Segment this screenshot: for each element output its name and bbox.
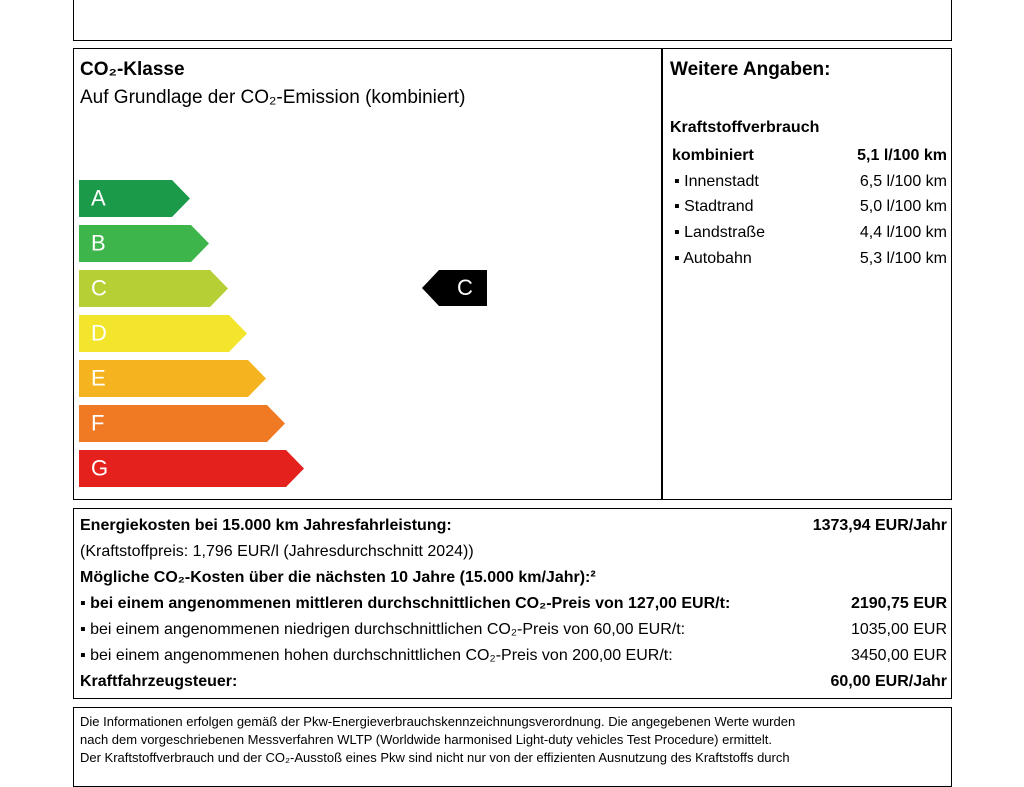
cost-label: Energiekosten bei 15.000 km Jahresfahrle… [80, 517, 452, 534]
class-letter: B [91, 230, 106, 255]
cost-value: 1373,94 EUR/Jahr [812, 517, 947, 534]
consumption-label: kombiniert [672, 147, 754, 164]
consumption-label: ▪ Innenstadt [674, 172, 759, 190]
cost-label: ▪ bei einem angenommenen hohen durchschn… [80, 647, 673, 664]
consumption-label: ▪ Landstraße [674, 224, 766, 242]
consumption-value: 5,3 l/100 km [859, 249, 947, 267]
consumption-value: 4,4 l/100 km [859, 224, 947, 242]
class-box [73, 48, 952, 500]
current-class: C [457, 275, 473, 300]
divider [661, 48, 663, 500]
further-heading: Kraftstoffverbrauch [670, 119, 820, 136]
cost-value: 1035,00 EUR [850, 621, 947, 638]
footer-line: nach dem vorgeschriebenen Messverfahren … [80, 732, 772, 747]
class-arrow [79, 225, 209, 262]
costs-box [73, 508, 952, 699]
cost-value: 60,00 EUR/Jahr [830, 673, 947, 690]
consumption-label: ▪ Stadtrand [674, 198, 754, 216]
cost-label: ▪ bei einem angenommenen mittleren durch… [80, 595, 731, 612]
cost-value: 3450,00 EUR [850, 647, 947, 664]
consumption-value: 5,0 l/100 km [859, 198, 947, 216]
further-title: Weitere Angaben: [670, 59, 831, 80]
class-arrow [79, 405, 285, 442]
class-letter: G [91, 455, 108, 480]
consumption-value: 6,5 l/100 km [859, 172, 947, 190]
class-arrow [79, 450, 304, 487]
footer-line: Der Kraftstoffverbrauch und der CO₂-Auss… [80, 750, 790, 765]
page: {"co2_class": {"title": "CO₂-Klasse", "s… [73, 0, 952, 787]
class-subtitle: Auf Grundlage der CO₂-Emission (kombinie… [80, 87, 466, 108]
cost-label: Kraftfahrzeugsteuer: [80, 673, 238, 690]
class-arrow [79, 315, 247, 352]
consumption-label: ▪ Autobahn [674, 249, 752, 267]
footer-line: Die Informationen erfolgen gemäß der Pkw… [80, 714, 796, 729]
class-arrow [79, 270, 228, 307]
class-arrow [79, 180, 190, 217]
consumption-value: 5,1 l/100 km [857, 147, 947, 164]
top-box [73, 0, 952, 41]
class-letter: E [91, 365, 106, 390]
class-letter: A [91, 185, 106, 210]
cost-label: (Kraftstoffpreis: 1,796 EUR/l (Jahresdur… [80, 543, 474, 560]
class-arrow [79, 360, 266, 397]
class-letter: F [91, 410, 104, 435]
class-letter: C [91, 275, 107, 300]
cost-value: 2190,75 EUR [850, 595, 947, 612]
class-title: CO₂-Klasse [80, 59, 185, 80]
class-letter: D [91, 320, 107, 345]
cost-label: ▪ bei einem angenommenen niedrigen durch… [80, 621, 686, 638]
current-marker [422, 270, 487, 306]
cost-label: Mögliche CO₂-Kosten über die nächsten 10… [80, 569, 596, 586]
